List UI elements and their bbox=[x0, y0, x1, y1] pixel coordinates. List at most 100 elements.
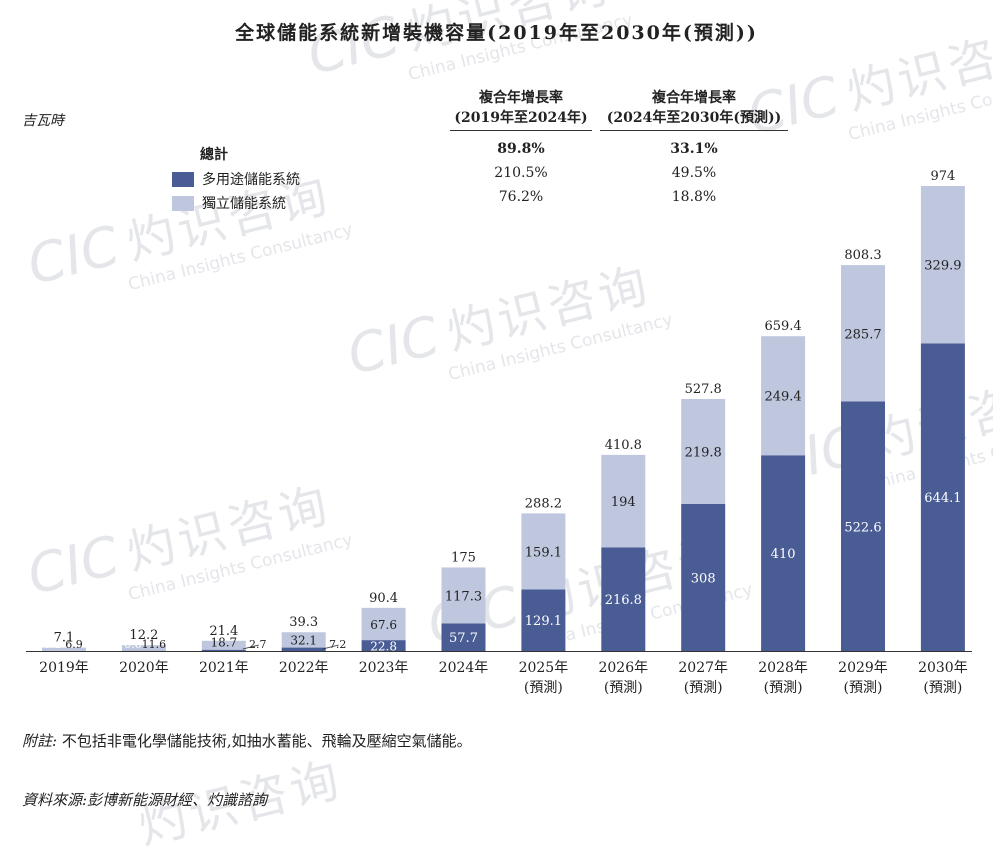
footnote-label: 附註: bbox=[22, 732, 58, 750]
leader-line bbox=[322, 644, 339, 650]
data-label-multi: 129.1 bbox=[525, 614, 562, 629]
source-note: 資料來源:彭博新能源財經、灼識諮詢 bbox=[22, 791, 268, 809]
legend-label-standalone: 獨立儲能系統 bbox=[202, 196, 286, 212]
data-label-multi: 57.7 bbox=[449, 631, 478, 646]
x-tick-sublabel: (預測) bbox=[604, 680, 643, 696]
data-label-total: 808.3 bbox=[844, 248, 881, 263]
data-label-total: 7.1 bbox=[54, 631, 75, 646]
x-tick-label: 2021年 bbox=[199, 660, 249, 676]
cagr-column-2024-2030: 複合年增長率 (2024年至2030年(預測)) 33.1% 49.5% 18.… bbox=[596, 88, 792, 209]
bar-segment-standalone bbox=[441, 567, 486, 624]
cagr-header-period: (2024年至2030年(預測)) bbox=[606, 110, 782, 126]
data-label-total: 527.8 bbox=[685, 382, 722, 397]
cagr-multi: 210.5% bbox=[494, 165, 548, 181]
legend-item-multi: 多用途儲能系統 bbox=[172, 167, 300, 191]
bar-segment-multi bbox=[681, 503, 726, 651]
cagr-total: 89.8% bbox=[497, 141, 545, 157]
data-label-standalone: 249.4 bbox=[764, 390, 801, 405]
stacked-bar-chart: 0.2 6.97.1 2019年 0.6 11.612.2 2020年 2.7 18.721.… bbox=[26, 169, 972, 696]
leader-line bbox=[242, 644, 259, 650]
x-tick-label: 2022年 bbox=[279, 660, 329, 676]
bar-segment-standalone bbox=[761, 336, 806, 456]
data-label-multi: 216.8 bbox=[605, 593, 642, 608]
data-label-multi: 22.8 bbox=[370, 640, 397, 654]
data-label-total: 21.4 bbox=[209, 624, 238, 639]
x-tick-sublabel: (預測) bbox=[923, 680, 962, 696]
cagr-standalone: 76.2% bbox=[498, 189, 544, 205]
data-label-standalone: 67.6 bbox=[370, 618, 397, 632]
bar-segment-standalone bbox=[121, 645, 166, 651]
data-label-standalone: 11.6 bbox=[142, 638, 167, 651]
bar-segment-multi bbox=[361, 640, 406, 651]
bar-segment-standalone bbox=[521, 513, 566, 590]
data-label-standalone: 159.1 bbox=[525, 545, 562, 560]
data-label-total: 175 bbox=[451, 550, 476, 565]
data-label-multi: 410 bbox=[771, 547, 796, 562]
x-tick-label: 2025年 bbox=[519, 660, 569, 676]
legend-label-multi: 多用途儲能系統 bbox=[202, 172, 300, 188]
bar-segment-standalone bbox=[920, 186, 965, 344]
cagr-multi: 49.5% bbox=[671, 165, 717, 181]
legend-item-standalone: 獨立儲能系統 bbox=[172, 191, 300, 215]
cagr-column-2019-2024: 複合年增長率 (2019年至2024年) 89.8% 210.5% 76.2% bbox=[446, 88, 596, 209]
x-tick-label: 2023年 bbox=[359, 660, 409, 676]
x-tick-sublabel: (預測) bbox=[764, 680, 803, 696]
data-label-total: 12.2 bbox=[129, 628, 158, 643]
bar-segment-multi bbox=[601, 547, 646, 651]
data-label-total: 39.3 bbox=[289, 615, 318, 630]
data-label-total: 288.2 bbox=[525, 496, 562, 511]
bar-segment-multi bbox=[761, 455, 806, 651]
data-label-multi: 7.2 bbox=[329, 638, 347, 651]
data-label-standalone: 285.7 bbox=[844, 327, 881, 342]
legend-swatch-standalone bbox=[172, 195, 194, 211]
cagr-total: 33.1% bbox=[670, 141, 718, 157]
bar-segment-multi bbox=[841, 401, 885, 651]
data-label-multi: 0.2 bbox=[44, 638, 62, 651]
x-tick-sublabel: (預測) bbox=[524, 680, 563, 696]
legend-swatch-multi bbox=[172, 171, 194, 187]
bar-segment-multi bbox=[201, 649, 246, 651]
data-label-multi: 522.6 bbox=[844, 520, 881, 535]
legend: 總計 多用途儲能系統 獨立儲能系統 bbox=[172, 143, 300, 215]
cagr-header-title: 複合年增長率 bbox=[652, 90, 736, 106]
data-label-total: 90.4 bbox=[369, 591, 398, 606]
bar-segment-multi bbox=[920, 343, 965, 651]
data-label-total: 974 bbox=[930, 169, 955, 184]
bar-segment-standalone bbox=[681, 399, 726, 504]
footnote: 附註: 不包括非電化學儲能技術,如抽水蓄能、飛輪及壓縮空氣儲能。 bbox=[22, 730, 472, 751]
x-tick-label: 2028年 bbox=[758, 660, 808, 676]
legend-total-label: 總計 bbox=[200, 147, 228, 163]
cagr-header-rule bbox=[600, 130, 788, 131]
data-label-multi: 0.6 bbox=[124, 638, 142, 651]
bar-segment-multi bbox=[281, 647, 326, 651]
data-label-multi: 2.7 bbox=[249, 638, 267, 651]
cagr-header-period: (2019年至2024年) bbox=[454, 110, 588, 126]
x-tick-sublabel: (預測) bbox=[844, 680, 883, 696]
cagr-header-rule bbox=[450, 130, 592, 131]
x-tick-label: 2020年 bbox=[119, 660, 169, 676]
data-label-standalone: 18.7 bbox=[210, 636, 237, 650]
data-label-standalone: 329.9 bbox=[924, 259, 961, 274]
x-tick-label: 2019年 bbox=[39, 660, 89, 676]
data-label-standalone: 194 bbox=[611, 495, 636, 510]
data-label-standalone: 6.9 bbox=[65, 638, 83, 651]
data-label-standalone: 117.3 bbox=[445, 589, 482, 604]
x-tick-sublabel: (預測) bbox=[684, 680, 723, 696]
bar-segment-standalone bbox=[42, 647, 86, 651]
data-label-total: 659.4 bbox=[764, 319, 801, 334]
bar-segment-standalone bbox=[361, 607, 406, 641]
data-label-multi: 644.1 bbox=[924, 491, 961, 506]
x-tick-label: 2027年 bbox=[678, 660, 728, 676]
data-label-standalone: 219.8 bbox=[685, 445, 722, 460]
data-label-standalone: 32.1 bbox=[290, 634, 317, 648]
x-tick-label: 2029年 bbox=[838, 660, 888, 676]
data-label-multi: 308 bbox=[691, 571, 716, 586]
cagr-header-title: 複合年增長率 bbox=[479, 90, 563, 106]
bar-segment-multi bbox=[441, 623, 486, 651]
x-tick-label: 2030年 bbox=[918, 660, 968, 676]
data-label-total: 410.8 bbox=[605, 438, 642, 453]
bar-segment-standalone bbox=[601, 454, 646, 548]
unit-label: 吉瓦時 bbox=[22, 113, 64, 129]
x-tick-label: 2024年 bbox=[439, 660, 489, 676]
cagr-standalone: 18.8% bbox=[671, 189, 717, 205]
